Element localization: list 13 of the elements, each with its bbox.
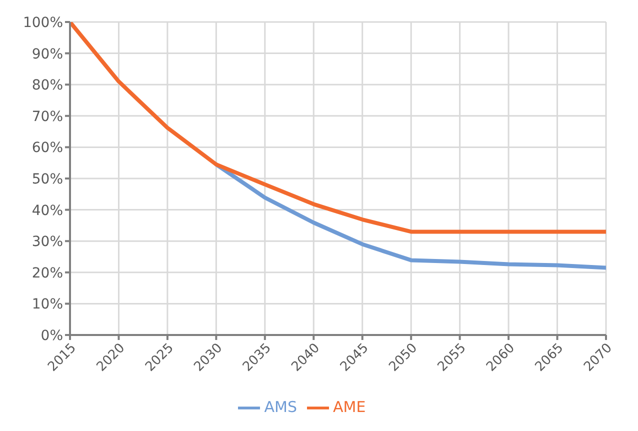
y-tick-label: 70%	[32, 108, 63, 125]
y-tick-label: 40%	[32, 202, 63, 219]
y-tick-label: 30%	[32, 234, 63, 250]
y-tick-label: 80%	[32, 78, 63, 94]
y-tick-label: 60%	[32, 140, 63, 156]
legend-label: AME	[333, 398, 366, 416]
y-tick-label: 100%	[22, 14, 63, 31]
y-tick-label: 90%	[32, 46, 63, 62]
y-tick-label: 50%	[32, 171, 63, 188]
legend-label: AMS	[264, 398, 298, 416]
y-tick-label: 20%	[32, 265, 63, 282]
y-tick-label: 10%	[32, 296, 63, 313]
y-tick-label: 0%	[40, 328, 63, 344]
